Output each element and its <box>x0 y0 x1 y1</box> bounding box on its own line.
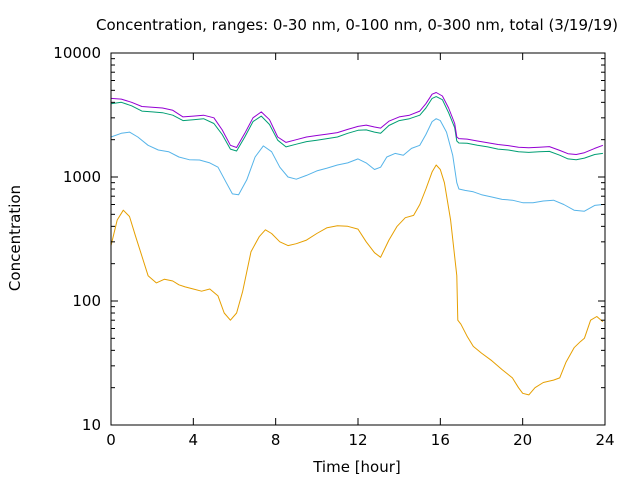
x-tick-label: 24 <box>595 431 614 449</box>
series-line-1 <box>110 118 603 212</box>
x-tick-label: 20 <box>513 431 532 449</box>
x-tick-label: 4 <box>189 431 199 449</box>
x-tick-label: 16 <box>431 431 450 449</box>
series-layer <box>110 92 604 396</box>
x-tick-label: 0 <box>106 431 116 449</box>
plot-frame <box>110 52 606 426</box>
y-axis-label: Concentration <box>6 185 24 291</box>
series-line-3 <box>110 92 604 155</box>
chart-title: Concentration, ranges: 0-30 nm, 0-100 nm… <box>96 16 618 34</box>
series-line-0 <box>110 164 604 396</box>
y-tick-label: 100 <box>72 292 101 310</box>
y-tick-label: 1000 <box>63 168 101 186</box>
x-tick-label: 12 <box>348 431 367 449</box>
series-line-2 <box>110 96 603 161</box>
y-tick-label: 10 <box>82 416 101 434</box>
x-tick-label: 8 <box>271 431 281 449</box>
y-tick-label: 10000 <box>53 44 101 62</box>
x-axis-label: Time [hour] <box>312 458 401 476</box>
